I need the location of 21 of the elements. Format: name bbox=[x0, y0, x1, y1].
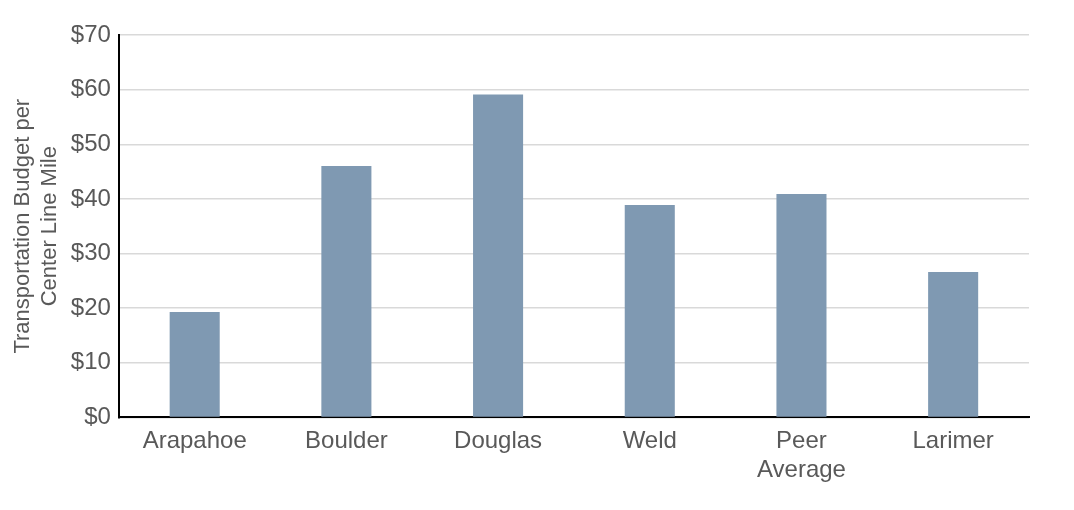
y-tick-label: $10 bbox=[70, 347, 111, 375]
y-axis-title: Transportation Budget per Center Line Mile bbox=[9, 98, 61, 354]
x-tick-label: Douglas bbox=[454, 426, 543, 454]
bar bbox=[624, 204, 675, 417]
bar bbox=[321, 166, 372, 417]
y-tick-label: $70 bbox=[70, 19, 111, 47]
y-tick-label: $40 bbox=[70, 183, 111, 211]
y-tick-label: $60 bbox=[70, 74, 111, 102]
y-tick-label: $20 bbox=[70, 292, 111, 320]
x-tick-label: Boulder bbox=[305, 426, 388, 454]
y-tick-label: $0 bbox=[84, 402, 111, 430]
x-tick-label: Arapahoe bbox=[142, 426, 247, 454]
y-tick-label: $30 bbox=[70, 238, 111, 266]
bar bbox=[928, 272, 979, 417]
x-tick-label: Weld bbox=[622, 426, 677, 454]
y-tick-label: $50 bbox=[70, 128, 111, 156]
bar bbox=[776, 193, 827, 417]
bar bbox=[169, 311, 220, 417]
bar bbox=[473, 94, 524, 417]
x-tick-label: Peer Average bbox=[756, 426, 846, 483]
x-tick-label: Larimer bbox=[912, 426, 994, 454]
